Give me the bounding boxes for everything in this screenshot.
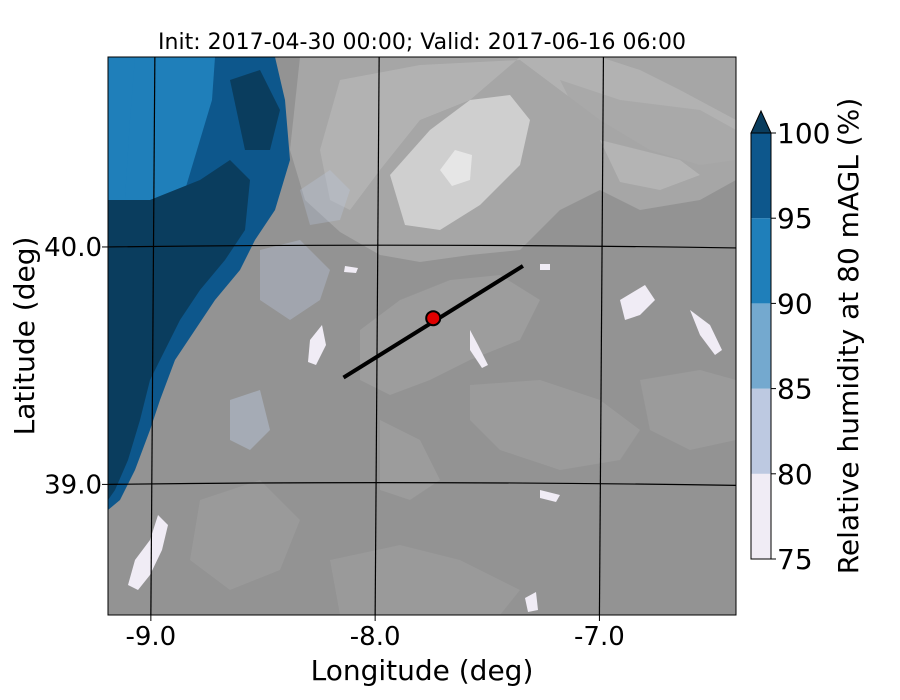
parallel-line (108, 482, 736, 487)
colorbar-tick-label: 80 (777, 458, 813, 491)
low-humidity-spots (128, 264, 722, 612)
colorbar-tick-label: 95 (777, 202, 813, 235)
meridian-line (150, 57, 156, 615)
x-axis-ticks: -9.0 -8.0 -7.0 (125, 615, 625, 652)
y-axis-ticks: 40.0 39.0 (44, 233, 108, 500)
terrain-relief (190, 57, 736, 615)
graticule (108, 57, 736, 615)
site-marker[interactable] (425, 310, 442, 327)
parallel-line (108, 244, 736, 249)
colorbar-extend-arrow (750, 109, 772, 134)
map-frame (107, 56, 737, 616)
meridian-line (374, 57, 380, 615)
y-axis-label: Latitude (deg) (8, 237, 41, 436)
y-tick-label: 40.0 (44, 233, 102, 263)
colorbar-tick-label: 90 (777, 287, 813, 320)
colorbar-segment (751, 218, 771, 304)
colorbar-tick-label: 85 (777, 373, 813, 406)
meridian-line (598, 57, 605, 615)
x-tick-label: -9.0 (125, 622, 176, 652)
colorbar-segment (751, 133, 771, 219)
colorbar-tick-label: 75 (777, 543, 813, 576)
y-tick-label: 39.0 (44, 470, 102, 500)
colorbar-segment (751, 303, 771, 389)
x-tick-label: -8.0 (350, 622, 401, 652)
colorbar-tick-label: 100 (777, 117, 830, 150)
colorbar-frame (750, 132, 772, 560)
colorbar: 75 80 85 90 95 100 (750, 109, 830, 576)
x-axis-label: Longitude (deg) (311, 654, 534, 687)
x-tick-label: -7.0 (574, 622, 625, 652)
colorbar-label: Relative humidity at 80 mAGL (%) (832, 98, 865, 575)
map-title: Init: 2017-04-30 00:00; Valid: 2017-06-1… (158, 30, 686, 55)
map-panel[interactable] (108, 57, 736, 615)
humidity-field (108, 57, 350, 510)
colorbar-segment (751, 473, 771, 559)
colorbar-segment (751, 388, 771, 474)
